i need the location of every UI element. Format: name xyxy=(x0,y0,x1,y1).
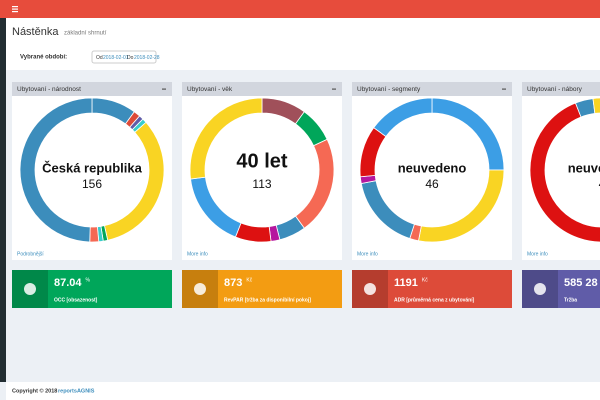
donut-segment xyxy=(592,97,600,114)
from-label: Od xyxy=(96,55,103,61)
stat-label: Tržba xyxy=(564,297,577,303)
donut-segment xyxy=(189,97,263,180)
date-range[interactable] xyxy=(91,50,157,64)
stat-value: 1191 xyxy=(394,277,418,289)
panel-header xyxy=(522,82,600,96)
page-title: Nástěnka xyxy=(12,26,59,38)
stat-unit: % xyxy=(86,277,91,283)
stat-value: 585 28 xyxy=(564,277,598,289)
stat-box xyxy=(352,270,512,308)
top-bar xyxy=(0,0,600,18)
center-label: neuvedeno xyxy=(398,160,467,175)
panel-header xyxy=(352,82,512,96)
stat-icon xyxy=(24,283,36,295)
footer-text: Copyright © 2018 xyxy=(12,387,57,394)
center-value: 113 xyxy=(252,177,271,191)
more-info-link[interactable]: More info xyxy=(357,251,378,257)
panel-header xyxy=(12,82,172,96)
center-label: 40 let xyxy=(236,150,287,172)
donut-segment xyxy=(529,102,600,243)
footer xyxy=(6,382,600,400)
stat-label: RevPAR [tržba za disponibilní pokoj] xyxy=(224,297,311,303)
panel-header xyxy=(182,82,342,96)
collapse-button[interactable] xyxy=(502,88,506,90)
collapse-button[interactable] xyxy=(162,88,166,90)
collapse-button[interactable] xyxy=(332,88,336,90)
stat-icon xyxy=(534,283,546,295)
stat-unit: Kč xyxy=(422,277,428,283)
stat-box xyxy=(12,270,172,308)
stat-icon xyxy=(194,283,206,295)
donut-segment xyxy=(89,226,100,243)
donut-segment xyxy=(373,97,433,138)
sidebar xyxy=(0,18,6,382)
stat-value: 87.04 xyxy=(54,277,82,289)
footer-brand: reportsAGNIS xyxy=(58,388,95,394)
stat-value: 873 xyxy=(224,277,242,289)
center-value: 4 xyxy=(599,177,600,191)
center-label: Česká republika xyxy=(42,160,142,175)
stat-icon xyxy=(364,283,376,295)
panel-title: Ubytovaní - segmenty xyxy=(357,86,421,93)
donut-segment xyxy=(19,97,93,243)
to-date: 2018-02-28 xyxy=(134,55,160,61)
panel-title: Ubytovaní - věk xyxy=(187,86,233,93)
stat-box xyxy=(182,270,342,308)
more-info-link[interactable]: More info xyxy=(527,251,548,257)
page-subtitle: základní shrnutí xyxy=(64,31,107,37)
filter-label: Vybrané období: xyxy=(20,55,67,61)
center-label: neuvedeno xyxy=(568,160,600,175)
page-header xyxy=(6,18,600,44)
to-label: Do xyxy=(127,55,134,61)
from-date: 2018-02-01 xyxy=(103,55,129,61)
center-value: 46 xyxy=(425,177,439,191)
stat-unit: Kč xyxy=(246,277,252,283)
center-value: 156 xyxy=(82,177,102,191)
more-info-link[interactable]: More info xyxy=(187,251,208,257)
stat-label: ADR [průměrná cena z ubytování] xyxy=(394,296,475,303)
menu-icon[interactable] xyxy=(12,6,18,13)
panel-title: Ubytovaní - nábory xyxy=(527,86,583,93)
more-info-link[interactable]: Podrobnější xyxy=(17,251,44,257)
panel-title: Ubytovaní - národnost xyxy=(17,86,81,93)
stat-label: OCC [obsazenost] xyxy=(54,297,98,303)
